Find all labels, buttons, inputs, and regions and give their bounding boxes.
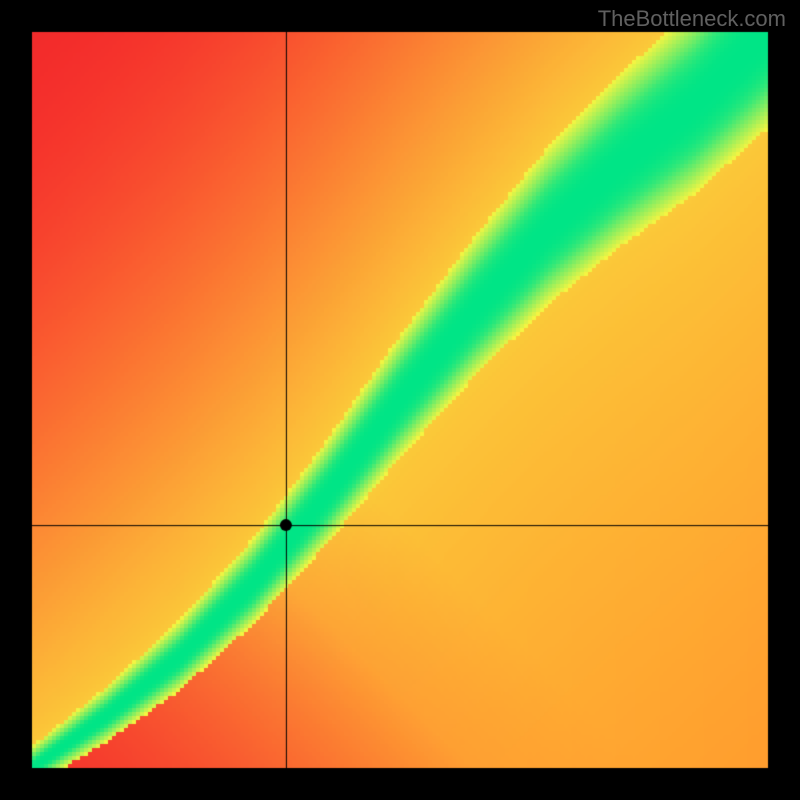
bottleneck-heatmap-canvas bbox=[0, 0, 800, 800]
watermark-text: TheBottleneck.com bbox=[598, 6, 786, 32]
chart-container: TheBottleneck.com bbox=[0, 0, 800, 800]
